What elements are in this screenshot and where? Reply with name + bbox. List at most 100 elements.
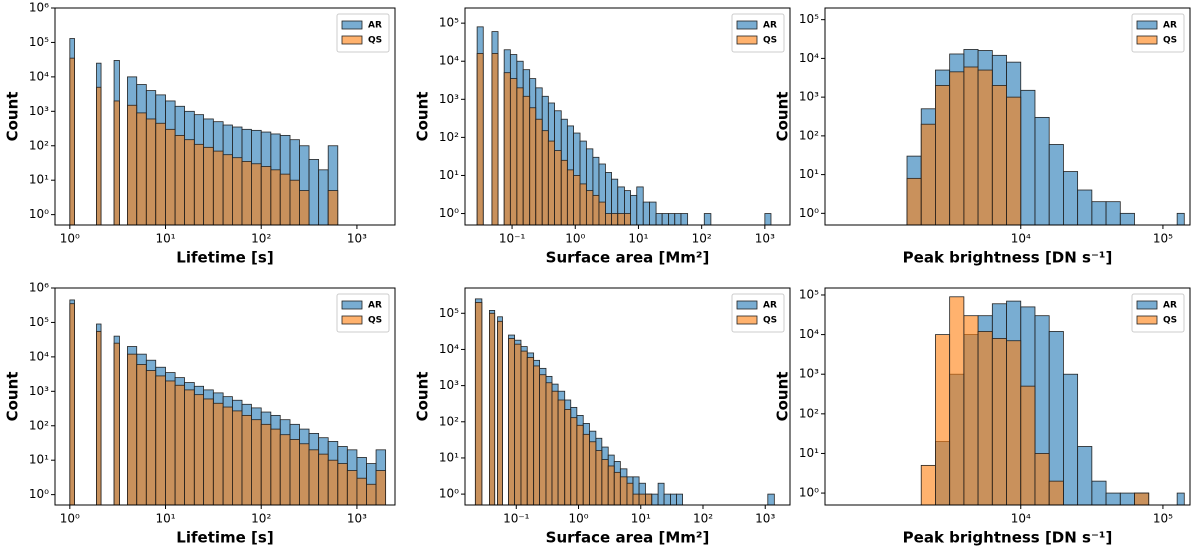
bar (539, 374, 547, 505)
y-tick-label: 10⁴ (29, 349, 49, 363)
bar (564, 408, 572, 505)
bar (1105, 492, 1121, 505)
x-tick-label: 10⁵ (1153, 232, 1173, 246)
bar (554, 150, 562, 225)
legend-swatch (1136, 35, 1158, 45)
bar (145, 370, 157, 505)
bar (327, 190, 339, 225)
x-tick-label: 10¹ (155, 512, 175, 526)
legend-label: QS (1163, 36, 1177, 46)
bar (764, 213, 772, 225)
bar (203, 146, 214, 225)
x-tick-label: 10⁰ (60, 232, 80, 246)
bar (1077, 189, 1093, 225)
bar (624, 213, 631, 225)
y-tick-label: 10⁵ (439, 306, 459, 320)
legend-swatch (736, 300, 758, 310)
plot-area (69, 38, 339, 225)
bar (949, 71, 965, 225)
bar (655, 213, 663, 225)
bar (514, 343, 522, 505)
legend-swatch (736, 315, 758, 325)
x-tick-label: 10⁰ (60, 512, 80, 526)
bar (767, 493, 775, 505)
x-tick-label: 10³ (755, 512, 775, 526)
legend-swatch (1136, 20, 1158, 30)
axes-frame (824, 287, 1191, 506)
y-tick-label: 10⁰ (439, 206, 459, 220)
y-tick-label: 10⁰ (439, 487, 459, 501)
x-tick-label: 10¹ (155, 232, 175, 246)
bar (251, 163, 262, 225)
x-axis-label: Lifetime [s] (176, 529, 273, 547)
bar (949, 296, 965, 505)
x-axis-label: Surface area [Mm²] (546, 529, 710, 547)
legend-label: AR (1163, 301, 1177, 311)
bar (642, 201, 650, 225)
y-tick-label: 10⁶ (29, 281, 49, 295)
bar (222, 406, 233, 505)
bar (670, 493, 677, 505)
y-tick-label: 10¹ (799, 167, 819, 181)
y-tick-label: 10³ (439, 378, 459, 392)
bar (541, 130, 549, 225)
x-tick-label: 10⁴ (1011, 512, 1031, 526)
y-tick-label: 10¹ (29, 173, 49, 187)
y-axis-label: Count (4, 92, 22, 142)
bar (906, 177, 922, 225)
y-axis-label: Count (414, 372, 432, 422)
bar (136, 112, 147, 225)
bar (289, 179, 300, 225)
bar (636, 186, 644, 225)
panel: 10⁰ 10¹ 10² 10³ 10⁰ 10¹ 10² 10³ 10⁴ 10⁵ 10⁶ Lifetim… (4, 1, 396, 267)
y-tick-label: 10³ (29, 384, 49, 398)
bar (935, 334, 951, 505)
y-tick-label: 10³ (29, 104, 49, 118)
bar (308, 449, 320, 505)
bar (318, 453, 329, 505)
y-tick-label: 10⁴ (799, 327, 819, 341)
y-tick-label: 10³ (439, 92, 459, 106)
x-tick-label: 10⁵ (1153, 512, 1173, 526)
bar (489, 312, 496, 505)
bar (474, 301, 483, 505)
y-tick-label: 10⁰ (799, 486, 819, 500)
x-tick-label: 10⁴ (1011, 232, 1031, 246)
bar (212, 402, 224, 505)
bar (551, 390, 559, 505)
bar (155, 375, 166, 505)
axes-frame (464, 287, 791, 506)
bar (617, 213, 625, 225)
bar (529, 107, 537, 225)
bar (963, 315, 979, 505)
panel: 10⁻¹ 10⁰ 10¹ 10² 10³ 10⁰ 10¹ 10² 10³ 10⁴ 10⁵ Surfac… (414, 287, 791, 547)
bar (251, 419, 262, 505)
y-tick-label: 10⁴ (439, 54, 459, 68)
bar (184, 139, 195, 225)
bar (520, 350, 528, 505)
bar (69, 303, 75, 505)
legend-label: QS (763, 316, 777, 326)
bar (279, 434, 291, 505)
bar (991, 338, 1007, 505)
bar (1176, 492, 1185, 505)
bar (270, 169, 281, 225)
legend-swatch (341, 20, 363, 30)
y-tick-label: 10⁵ (29, 35, 49, 49)
bar (1077, 446, 1093, 505)
bar (289, 439, 300, 505)
plot-area (920, 296, 1185, 505)
x-tick-label: 10⁻¹ (503, 512, 530, 526)
bar (607, 465, 615, 505)
panel: 10⁰ 10¹ 10² 10³ 10⁰ 10¹ 10² 10³ 10⁴ 10⁵ 10⁶ Lifetim… (4, 281, 396, 547)
bar (136, 364, 147, 505)
bar (1020, 89, 1036, 225)
legend-swatch (1136, 300, 1158, 310)
bar (299, 190, 310, 225)
legend: AR QS (336, 293, 390, 333)
bar (630, 194, 638, 225)
y-tick-label: 10⁴ (29, 69, 49, 83)
x-axis-label: Surface area [Mm²] (546, 249, 710, 267)
bar (1048, 144, 1064, 225)
